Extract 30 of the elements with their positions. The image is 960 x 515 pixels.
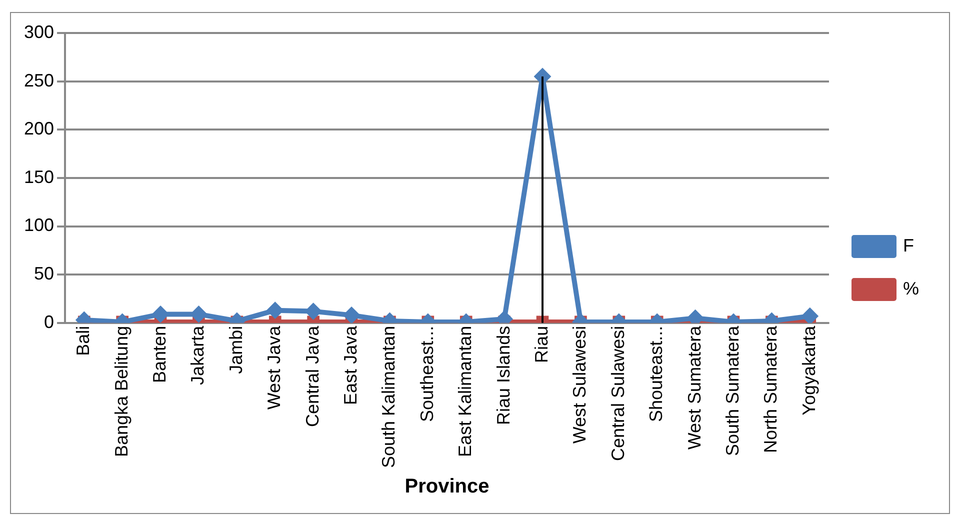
x-tick-label: Jakarta [188,324,208,385]
x-tick-label: North Sumatera [760,324,781,453]
y-tick-label: 150 [24,166,54,187]
x-tick-label: West Sumatera [684,324,704,450]
legend-label: F [902,235,914,256]
y-tick-label: 50 [34,264,54,284]
x-tick-label: Banten [149,326,170,383]
y-tick-label: 300 [24,22,54,42]
x-tick-label: Yogyakarta [798,324,819,416]
x-tick-label: Central Sulawesi [608,326,628,461]
x-tick-label: Bangka Belitung [111,326,132,458]
x-tick-label: Jambi [226,326,246,374]
y-tick-label: 0 [44,312,54,332]
x-tick-label: Central Java [302,324,322,427]
x-tick-label: West Sulawesi [570,326,590,444]
y-tick-label: 100 [24,215,54,236]
x-axis-title: Province [404,476,490,498]
x-tick-label: West Java [264,324,284,410]
y-tick-label: 200 [24,118,54,139]
x-tick-label: Bali [73,326,94,356]
legend-label: % [902,278,920,298]
x-tick-label: Southeast... [416,326,437,422]
x-tick-label: Shouteast... [646,326,666,422]
x-tick-label: South Kalimantan [378,326,399,468]
x-tick-label: Riau Islands [493,326,514,425]
x-tick-label: Riau [531,326,552,363]
y-tick-label: 250 [24,70,54,90]
x-tick-label: South Sumatera [722,324,742,456]
x-tick-label: East Java [340,324,360,405]
x-tick-label: East Kalimantan [455,326,476,457]
